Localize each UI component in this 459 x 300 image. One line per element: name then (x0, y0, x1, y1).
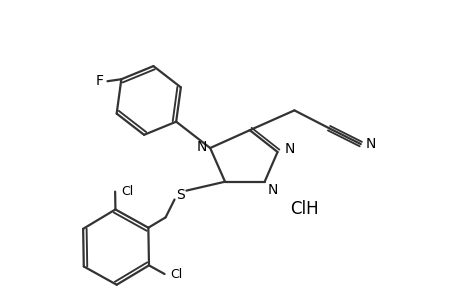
Text: ClH: ClH (289, 200, 318, 218)
Text: N: N (365, 137, 375, 151)
Text: Cl: Cl (170, 268, 182, 281)
Text: S: S (176, 188, 185, 202)
Text: N: N (196, 140, 207, 154)
Text: F: F (95, 74, 103, 88)
Text: N: N (267, 183, 277, 196)
Text: Cl: Cl (121, 185, 133, 198)
Text: N: N (284, 142, 294, 156)
